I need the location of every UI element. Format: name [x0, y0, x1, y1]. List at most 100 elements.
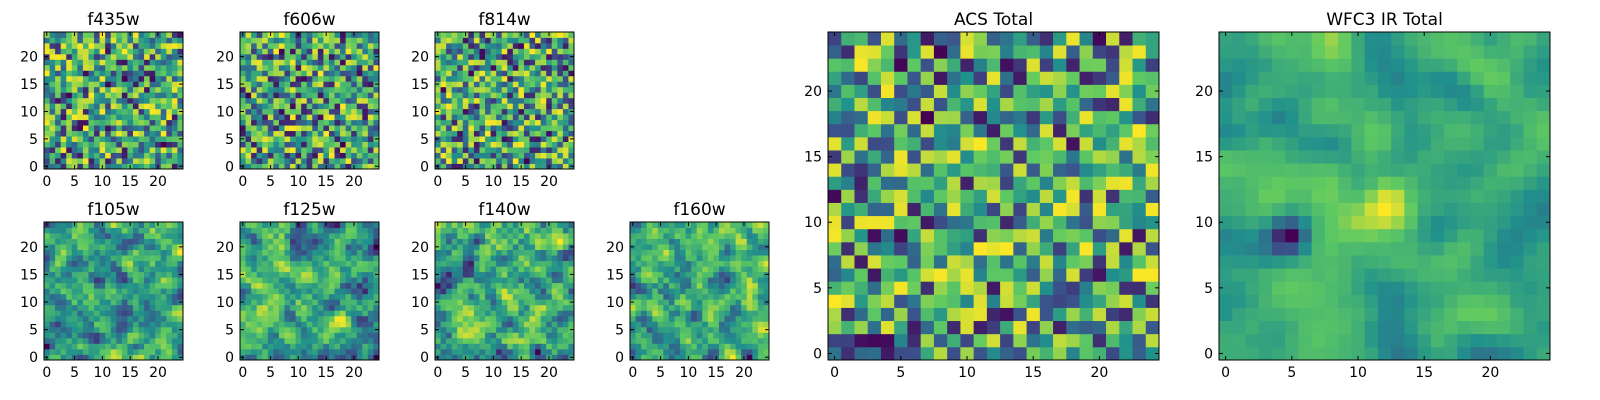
heatmap-cell	[373, 86, 380, 93]
heatmap-cell	[473, 158, 480, 164]
heatmap-cell	[99, 343, 106, 350]
heatmap-cell	[1026, 202, 1041, 217]
heatmap-cell	[144, 114, 151, 121]
heatmap-cell	[356, 136, 363, 142]
y-tick-label: 5	[29, 323, 38, 339]
heatmap-cell	[171, 64, 178, 71]
heatmap-cell	[523, 249, 530, 256]
heatmap-cell	[345, 125, 352, 132]
heatmap-cell	[88, 260, 95, 267]
heatmap-cell	[323, 348, 330, 355]
heatmap-cell	[1039, 176, 1054, 190]
heatmap-cell	[641, 321, 648, 328]
heatmap-cell	[501, 238, 508, 245]
heatmap-cell	[485, 348, 491, 355]
heatmap-cell	[446, 337, 453, 344]
heatmap-cell	[356, 42, 363, 49]
heatmap-cell	[635, 321, 642, 328]
heatmap-cell	[155, 337, 162, 344]
heatmap-cell	[367, 293, 374, 300]
heatmap-cell	[362, 108, 369, 115]
heatmap-cell	[356, 108, 363, 115]
heatmap-cell	[490, 337, 497, 344]
heatmap-cell	[435, 310, 441, 317]
heatmap-cell	[44, 114, 50, 121]
heatmap-cell	[501, 86, 508, 93]
heatmap-cell	[947, 281, 961, 295]
heatmap-cell	[468, 92, 475, 99]
heatmap-cell	[451, 163, 458, 170]
heatmap-cell	[82, 288, 89, 295]
heatmap-cell	[356, 114, 363, 121]
heatmap-cell	[546, 147, 553, 153]
heatmap-cell	[479, 119, 486, 126]
heatmap-cell	[462, 348, 469, 355]
heatmap-cell	[735, 282, 742, 289]
heatmap-cell	[540, 304, 547, 311]
heatmap-cell	[127, 75, 134, 82]
heatmap-cell	[144, 158, 151, 164]
heatmap-cell	[457, 315, 464, 322]
x-tick-label: 5	[70, 174, 79, 190]
heatmap-cell	[763, 277, 770, 284]
heatmap-cell	[116, 304, 123, 311]
heatmap-cell	[446, 304, 453, 311]
heatmap-cell	[490, 244, 497, 250]
heatmap-cell	[702, 249, 709, 256]
heatmap-cell	[535, 244, 542, 250]
heatmap-cell	[685, 337, 692, 344]
heatmap-cell	[245, 130, 252, 137]
heatmap-cell	[446, 266, 453, 273]
heatmap-cell	[867, 294, 882, 308]
heatmap-cell	[485, 130, 491, 137]
heatmap-cell	[295, 103, 302, 110]
heatmap-cell	[88, 141, 95, 148]
heatmap-cell	[451, 299, 458, 306]
heatmap-cell	[121, 326, 128, 333]
heatmap-cell	[523, 288, 530, 295]
heatmap-cell	[841, 150, 855, 164]
heatmap-cell	[841, 346, 855, 361]
heatmap-cell	[77, 222, 84, 228]
heatmap-cell	[518, 282, 525, 289]
heatmap-cell	[663, 343, 670, 350]
heatmap-cell	[312, 64, 319, 71]
heatmap-cell	[367, 130, 374, 137]
heatmap-cell	[457, 288, 464, 295]
heatmap-cell	[49, 125, 56, 132]
heatmap-cell	[166, 343, 173, 350]
heatmap-cell	[451, 321, 458, 328]
x-tick-label: 20	[345, 174, 363, 190]
heatmap-cell	[1066, 346, 1080, 361]
heatmap-cell	[894, 320, 908, 335]
heatmap-cell	[44, 92, 50, 99]
heatmap-cell	[867, 333, 882, 348]
heatmap-cell	[446, 222, 453, 228]
heatmap-cell	[149, 266, 156, 273]
heatmap-cell	[49, 271, 56, 278]
heatmap-cell	[132, 310, 139, 317]
heatmap-cell	[278, 103, 285, 110]
heatmap-cell	[451, 332, 458, 339]
heatmap-cell	[485, 266, 491, 273]
heatmap-cell	[685, 293, 692, 300]
heatmap-cell	[562, 244, 569, 250]
heatmap-cell	[1106, 281, 1120, 295]
heatmap-cell	[317, 326, 324, 333]
y-tick-label: 0	[615, 350, 624, 366]
heatmap-cell	[160, 163, 167, 170]
heatmap-cell	[947, 320, 961, 335]
heatmap-cell	[345, 114, 352, 121]
heatmap-cell	[278, 277, 285, 284]
heatmap-cell	[702, 260, 709, 267]
heatmap-cell	[245, 343, 252, 350]
heatmap-cell	[730, 244, 737, 250]
heatmap-cell	[251, 114, 258, 121]
heatmap-cell	[317, 158, 324, 164]
heatmap-cell	[132, 70, 139, 77]
heatmap-cell	[512, 348, 519, 355]
heatmap-cell	[116, 136, 123, 142]
heatmap-cell	[490, 152, 497, 159]
heatmap-cell	[1013, 189, 1027, 203]
heatmap-cell	[540, 53, 547, 60]
